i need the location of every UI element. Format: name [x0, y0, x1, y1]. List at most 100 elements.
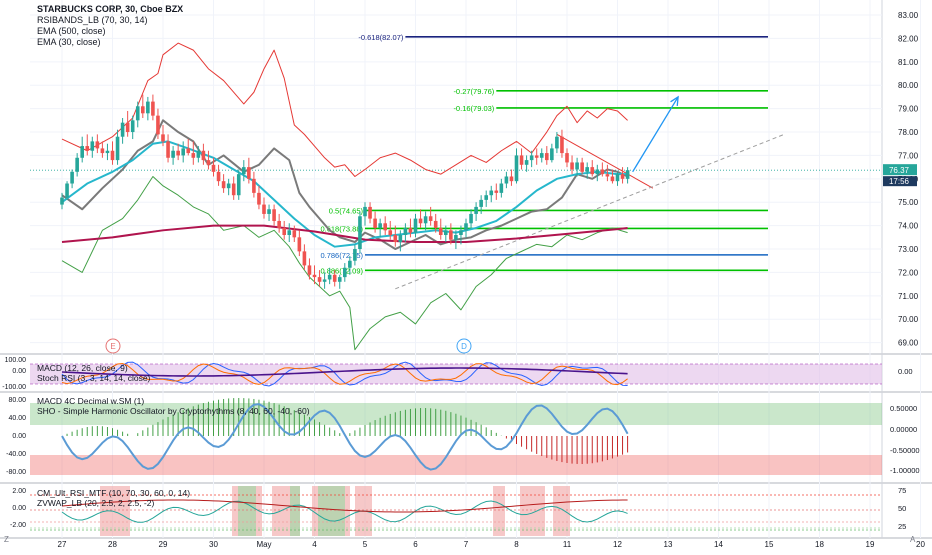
candle-body	[242, 167, 246, 175]
rsibands-lower-line	[61, 175, 628, 351]
y-tick-label: 70.00	[898, 315, 919, 324]
sho-line	[61, 403, 629, 471]
pane3-left-tick: 0.00	[12, 433, 26, 440]
legend-title: STARBUCKS CORP, 30, Cboe BZX	[37, 4, 184, 14]
downtrend-line	[556, 133, 654, 189]
candle-body	[171, 150, 175, 158]
candle-body	[226, 183, 231, 189]
legend-stochrsi[interactable]: Stoch RSI (3, 3, 14, 14, close)	[37, 373, 151, 383]
legend-zvwap[interactable]: ZVWAP_LB (20, 2.5, 2, 2.5, -2)	[37, 498, 155, 508]
earnings-marker	[105, 338, 121, 354]
candle-body	[231, 183, 236, 196]
pane3-legend: MACD 4C Decimal w.SM (1) SHO - Simple Ha…	[37, 396, 310, 416]
candle-body	[115, 136, 120, 161]
candle-body	[100, 148, 105, 154]
candle-body	[307, 265, 312, 275]
stochrsi-band	[30, 364, 882, 384]
candle-body	[484, 195, 488, 200]
candle-body	[252, 178, 256, 193]
zoom-icon[interactable]: Z	[4, 535, 9, 544]
candle-body	[60, 197, 64, 205]
fib-level-label: -0.16(79.03)	[453, 104, 494, 113]
candle-body	[428, 216, 433, 221]
candle-body	[247, 167, 251, 179]
candle-body	[444, 230, 448, 235]
stochrsi-d-line	[61, 363, 628, 386]
fib-level-label: -0.27(79.76)	[453, 87, 494, 96]
legend-macd4c[interactable]: MACD 4C Decimal w.SM (1)	[37, 396, 145, 406]
legend-macd[interactable]: MACD (12, 26, close, 9)	[37, 363, 128, 373]
legend-rsibands[interactable]: RSIBANDS_LB (70, 30, 14)	[37, 15, 148, 25]
candle-body	[509, 176, 514, 182]
x-tick-label: 27	[58, 540, 67, 549]
pane2-legend: MACD (12, 26, close, 9) Stoch RSI (3, 3,…	[37, 363, 150, 383]
earnings-marker-label: E	[110, 342, 115, 351]
y-tick-label: 79.00	[898, 105, 919, 114]
candle-body	[398, 234, 403, 243]
stochrsi-k-line	[61, 361, 628, 387]
candle-body	[332, 274, 337, 282]
candle-body	[135, 106, 140, 121]
projection-arrow-head	[670, 95, 679, 106]
legend-cm-ult-rsi[interactable]: CM_Ult_RSI_MTF (10, 70, 30, 60, 0, 14)	[37, 488, 191, 498]
sho-lower-zone	[30, 455, 882, 475]
candle-body	[555, 136, 559, 149]
candle-body	[403, 227, 408, 235]
pane2-left-tick: 100.00	[5, 357, 27, 364]
candle-body	[277, 220, 281, 228]
pane3-left-tick: -40.00	[6, 451, 26, 458]
candle-body	[368, 206, 372, 219]
legend-ema500[interactable]: EMA (500, close)	[37, 26, 106, 36]
candle-body	[590, 167, 595, 175]
fib-level-label: 0.886(72.09)	[320, 266, 363, 275]
candle-body	[287, 230, 292, 235]
y-tick-label: 83.00	[898, 11, 919, 20]
candle-body	[570, 162, 574, 170]
candle-body	[130, 120, 135, 133]
pane4-legend: CM_Ult_RSI_MTF (10, 70, 30, 60, 0, 14) Z…	[37, 488, 190, 508]
cm-rsi-zone-green	[318, 486, 345, 536]
candle-body	[459, 230, 463, 235]
legend-sho[interactable]: SHO - Simple Harmonic Oscillator by Cryp…	[37, 406, 310, 416]
pane4-left-tick: 2.00	[12, 488, 26, 495]
fib-level-label: 0.786(72.75)	[320, 251, 363, 260]
candle-body	[146, 101, 150, 114]
candle-body	[343, 267, 347, 278]
candle-body	[378, 223, 382, 228]
x-tick-label: 12	[613, 540, 622, 549]
y-tick-label: 71.00	[898, 292, 919, 301]
main-legend: STARBUCKS CORP, 30, Cboe BZX RSIBANDS_LB…	[37, 4, 183, 48]
candle-body	[479, 199, 483, 207]
candle-body	[181, 148, 185, 156]
candle-body	[565, 153, 569, 163]
candle-body	[206, 160, 211, 165]
candle-body	[469, 213, 473, 224]
projection-arrow	[632, 96, 679, 173]
x-tick-label: 13	[664, 540, 673, 549]
y-tick-label: 73.00	[898, 245, 919, 254]
candle-body	[560, 136, 564, 154]
pane4-left-tick: 0.00	[12, 505, 26, 512]
x-tick-label: 30	[209, 540, 218, 549]
candle-body	[65, 183, 69, 198]
candle-body	[201, 150, 206, 161]
candle-body	[550, 148, 554, 161]
macd-line	[61, 367, 628, 377]
x-tick-label: 15	[765, 540, 774, 549]
candle-body	[110, 150, 115, 161]
y-tick-label: 81.00	[898, 58, 919, 67]
candle-body	[120, 122, 125, 137]
candle-body	[464, 223, 468, 231]
candle-body	[272, 209, 276, 221]
cm-rsi-line	[61, 499, 628, 513]
y-tick-label: 74.00	[898, 222, 919, 231]
y-tick-label: 78.00	[898, 128, 919, 137]
candle-body	[433, 220, 438, 228]
candle-body	[529, 155, 534, 161]
x-tick-label: 7	[464, 540, 469, 549]
candle-body	[141, 106, 145, 114]
legend-ema30[interactable]: EMA (30, close)	[37, 37, 101, 47]
auto-scale-button[interactable]: A	[910, 535, 916, 544]
